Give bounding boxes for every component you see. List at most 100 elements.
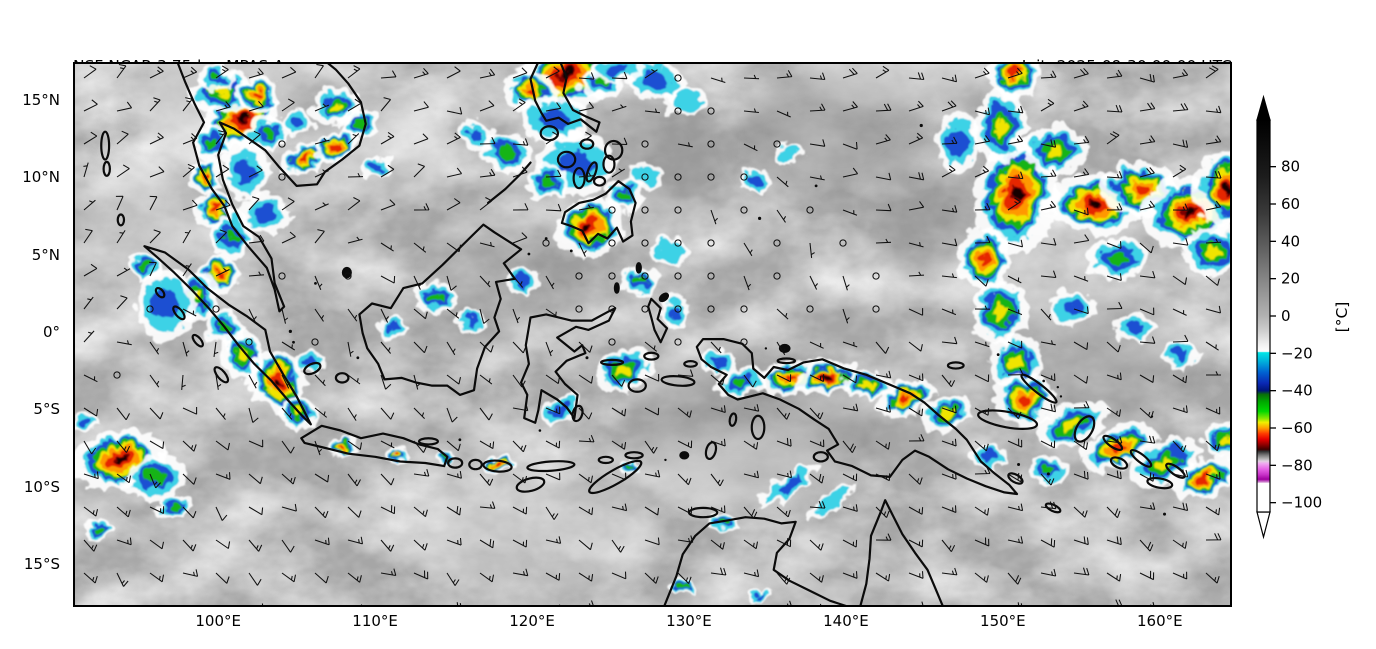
- convection-blob: [1043, 286, 1091, 321]
- convection-ring: [327, 139, 336, 146]
- calm-wind-circle: [113, 371, 121, 379]
- wind-barb: [116, 340, 132, 346]
- wind-barb: [545, 102, 562, 112]
- convection-blob: [452, 303, 483, 329]
- wind-barb: [941, 374, 956, 388]
- wind-barb: [512, 506, 528, 515]
- convection-ring: [141, 466, 161, 481]
- wind-barb: [1172, 405, 1188, 414]
- wind-barb: [1106, 203, 1123, 211]
- wind-barb: [380, 539, 395, 552]
- wind-barb: [182, 569, 199, 577]
- calm-wind-circle: [146, 305, 154, 313]
- wind-barb: [1007, 105, 1024, 114]
- wind-barb: [776, 506, 791, 518]
- lon-tick-label: 130°E: [666, 612, 712, 630]
- convection-ring: [667, 88, 699, 110]
- wind-barb: [116, 506, 131, 518]
- wind-barb: [974, 407, 990, 416]
- island-dot: [458, 438, 462, 442]
- wind-barb: [83, 65, 97, 79]
- wind-barb: [347, 172, 364, 178]
- wind-barb: [842, 403, 859, 412]
- convection-ring: [76, 412, 88, 422]
- convection-blob: [1176, 221, 1232, 272]
- wind-barb: [1172, 571, 1188, 580]
- wind-barb: [512, 275, 524, 288]
- wind-barb: [248, 407, 259, 423]
- wind-barb: [314, 63, 324, 79]
- wind-barb: [1139, 102, 1156, 112]
- convection-ring: [231, 153, 252, 179]
- wind-barb: [908, 172, 925, 181]
- wind-barb: [908, 308, 924, 316]
- coastline-palawan: [487, 161, 532, 204]
- calm-wind-circle: [674, 206, 682, 214]
- wind-barb: [115, 195, 124, 211]
- wind-barb: [215, 472, 231, 480]
- wind-barb: [479, 501, 496, 509]
- calm-wind-circle: [212, 305, 220, 313]
- wind-barb: [908, 341, 923, 352]
- wind-barb: [1007, 340, 1023, 349]
- wind-barb: [644, 537, 660, 546]
- convection-ring: [975, 248, 986, 260]
- wind-barb: [644, 572, 659, 584]
- wind-barb: [1139, 307, 1155, 316]
- lat-tick-label: 15°S: [23, 555, 60, 574]
- convection-blob: [692, 345, 736, 371]
- convection-ring: [1043, 139, 1060, 152]
- colorbar-tick-label: 0: [1281, 307, 1291, 325]
- wind-barb: [710, 438, 726, 447]
- wind-barb: [512, 539, 528, 548]
- wind-barb: [116, 101, 133, 112]
- convection-blob: [969, 276, 1025, 340]
- wind-barb: [116, 63, 127, 79]
- wind-barb: [413, 163, 425, 178]
- convection-ring: [1037, 461, 1051, 471]
- wind-barb: [248, 374, 258, 389]
- wind-barb: [446, 471, 462, 479]
- convection-blob: [981, 62, 1037, 95]
- wind-barb: [248, 130, 261, 145]
- wind-barb: [842, 374, 858, 384]
- wind-barb: [446, 66, 461, 79]
- wind-barb: [182, 341, 190, 357]
- wind-barb: [479, 275, 491, 288]
- island-outline: [579, 138, 595, 150]
- convection-ring: [201, 134, 214, 145]
- colorbar-tick-label: 20: [1281, 270, 1300, 288]
- wind-barb: [83, 162, 89, 178]
- wind-barb: [611, 71, 628, 80]
- island-dot: [527, 252, 531, 256]
- wind-barb: [215, 407, 226, 420]
- wind-barb: [1106, 241, 1122, 249]
- colorbar-bottom-arrow: [1256, 511, 1271, 540]
- wind-barb: [149, 506, 165, 514]
- island-dot: [664, 458, 667, 462]
- coastline-borneo: [358, 223, 523, 396]
- wind-barb: [908, 271, 925, 277]
- wind-barb: [413, 67, 429, 79]
- calm-wind-circle: [674, 107, 682, 115]
- longitude-axis: 100°E 110°E 120°E 130°E 140°E 150°E 160°E: [73, 612, 1232, 634]
- convection-ring: [287, 109, 303, 123]
- convection-ring: [613, 186, 626, 198]
- wind-barb: [1172, 440, 1187, 453]
- convection-ring: [206, 200, 214, 208]
- island-outline: [750, 414, 766, 441]
- convection-ring: [729, 372, 746, 383]
- wind-barb: [314, 473, 330, 483]
- convection-ring: [779, 370, 791, 377]
- calm-wind-circle: [674, 272, 682, 280]
- calm-wind-circle: [740, 338, 748, 346]
- wind-barb: [578, 506, 594, 516]
- wind-barb: [83, 440, 97, 455]
- wind-barb: [1040, 169, 1057, 178]
- convection-ring: [89, 521, 99, 529]
- wind-barb: [743, 569, 760, 578]
- wind-barb: [578, 473, 594, 484]
- wind-barb: [83, 330, 95, 343]
- wind-barb: [842, 440, 857, 454]
